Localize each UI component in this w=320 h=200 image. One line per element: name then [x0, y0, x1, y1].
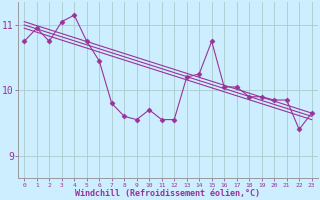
X-axis label: Windchill (Refroidissement éolien,°C): Windchill (Refroidissement éolien,°C) [76, 189, 260, 198]
